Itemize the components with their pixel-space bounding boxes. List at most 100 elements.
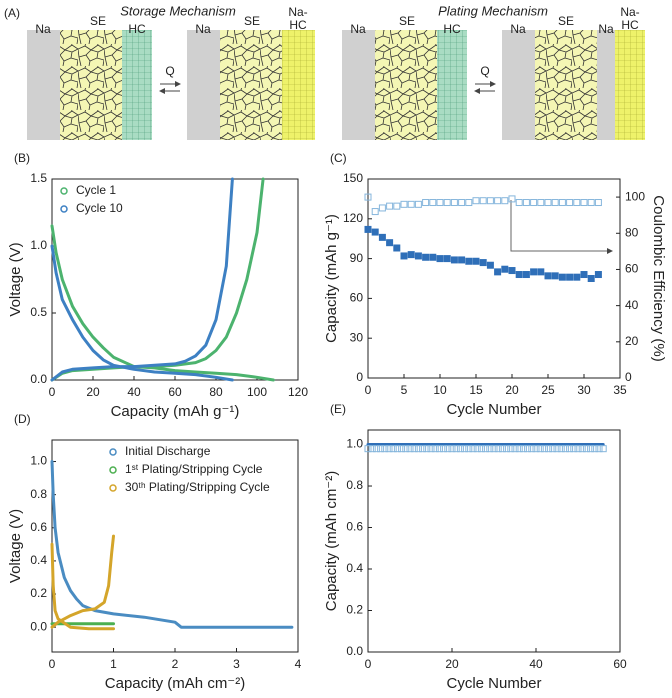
data-point [494,445,502,453]
data-point [486,445,494,453]
nahc-layer [282,30,315,140]
data-point [400,200,408,208]
layer-label: Na-HC [620,5,640,32]
data-point [371,228,379,236]
data-point [477,445,485,453]
y-tick-label: 0 [356,370,363,384]
data-point [587,199,595,207]
plot-frame [367,429,621,653]
data-point [482,445,490,453]
na-layer [187,30,220,140]
data-point [566,199,574,207]
x-tick-label: 25 [541,383,555,397]
x-tick-label: 20 [445,657,459,671]
data-line [50,534,115,631]
layer-label: SE [90,14,106,28]
data-point [574,445,582,453]
layer-label: SE [399,14,415,28]
y2-tick-label: 100 [625,189,645,203]
data-point [522,271,530,279]
x-tick-label: 4 [295,657,302,671]
y-tick-label: 90 [350,251,364,265]
data-point [473,445,481,453]
data-point [378,204,386,212]
data-point [573,199,581,207]
data-point [507,445,515,453]
layer-label: Na [350,22,366,36]
x-tick-label: 80 [209,385,223,399]
data-point [508,195,516,203]
data-point [393,445,401,453]
data-line [50,460,294,629]
y-tick-label: 1.0 [30,238,47,252]
x-tick-label: 0 [49,657,56,671]
x-tick-label: 20 [505,383,519,397]
data-point [472,197,480,205]
se-layer [60,30,122,140]
layer-label: SE [244,14,260,28]
y-tick-label: 0.8 [30,487,47,501]
y2-tick-label: 80 [625,225,639,239]
hc-layer [122,30,152,140]
y-tick-label: 0.0 [30,372,47,386]
y2-tick-label: 40 [625,298,639,312]
data-point [595,445,603,453]
y-tick-label: 0.4 [30,553,47,567]
x-tick-label: 60 [168,385,182,399]
se-layer [535,30,597,140]
legend-label: Cycle 10 [76,201,123,215]
y-axis-title: Voltage (V) [7,509,24,583]
x-tick-label: 40 [127,385,141,399]
data-point [440,445,448,453]
na-layer [597,30,615,140]
panel-label: (E) [330,402,346,416]
data-point [558,273,566,281]
nahc-layer [615,30,645,140]
data-point [566,445,574,453]
data-point [378,233,386,241]
layer-label: SE [558,14,574,28]
y2-tick-label: 20 [625,334,639,348]
y-tick-label: 120 [343,211,363,225]
legend-marker [109,466,117,474]
legend-marker [109,448,117,456]
data-point [530,199,538,207]
data-point [423,445,431,453]
legend-marker [60,187,68,195]
data-point [501,265,509,273]
data-point [469,445,477,453]
data-point [561,445,569,453]
data-point [544,272,552,280]
x-tick-label: 30 [577,383,591,397]
y-tick-label: 0.2 [346,603,363,617]
data-point [594,271,602,279]
data-point [389,445,397,453]
data-point [549,445,557,453]
data-point [450,199,458,207]
data-point [431,445,439,453]
layer-label: HC [443,22,461,36]
data-point [429,199,437,207]
y-tick-label: 1.0 [346,437,363,451]
hc-layer [437,30,467,140]
y-tick-label: 0.2 [30,586,47,600]
data-point [465,257,473,265]
data-point [494,197,502,205]
data-point [486,197,494,205]
data-point [472,257,480,265]
na-layer [342,30,375,140]
data-point [364,193,372,201]
data-point [435,445,443,453]
data-point [372,445,380,453]
plot-frame [367,178,621,379]
y-tick-label: 0.0 [30,619,47,633]
x-tick-label: 15 [469,383,483,397]
x-axis-title: Capacity (mAh cm⁻²) [105,675,245,692]
data-point [436,199,444,207]
x-tick-label: 40 [529,657,543,671]
data-point [450,256,458,264]
data-point [524,445,532,453]
y-tick-label: 0.0 [346,644,363,658]
data-point [371,208,379,216]
data-point [545,445,553,453]
